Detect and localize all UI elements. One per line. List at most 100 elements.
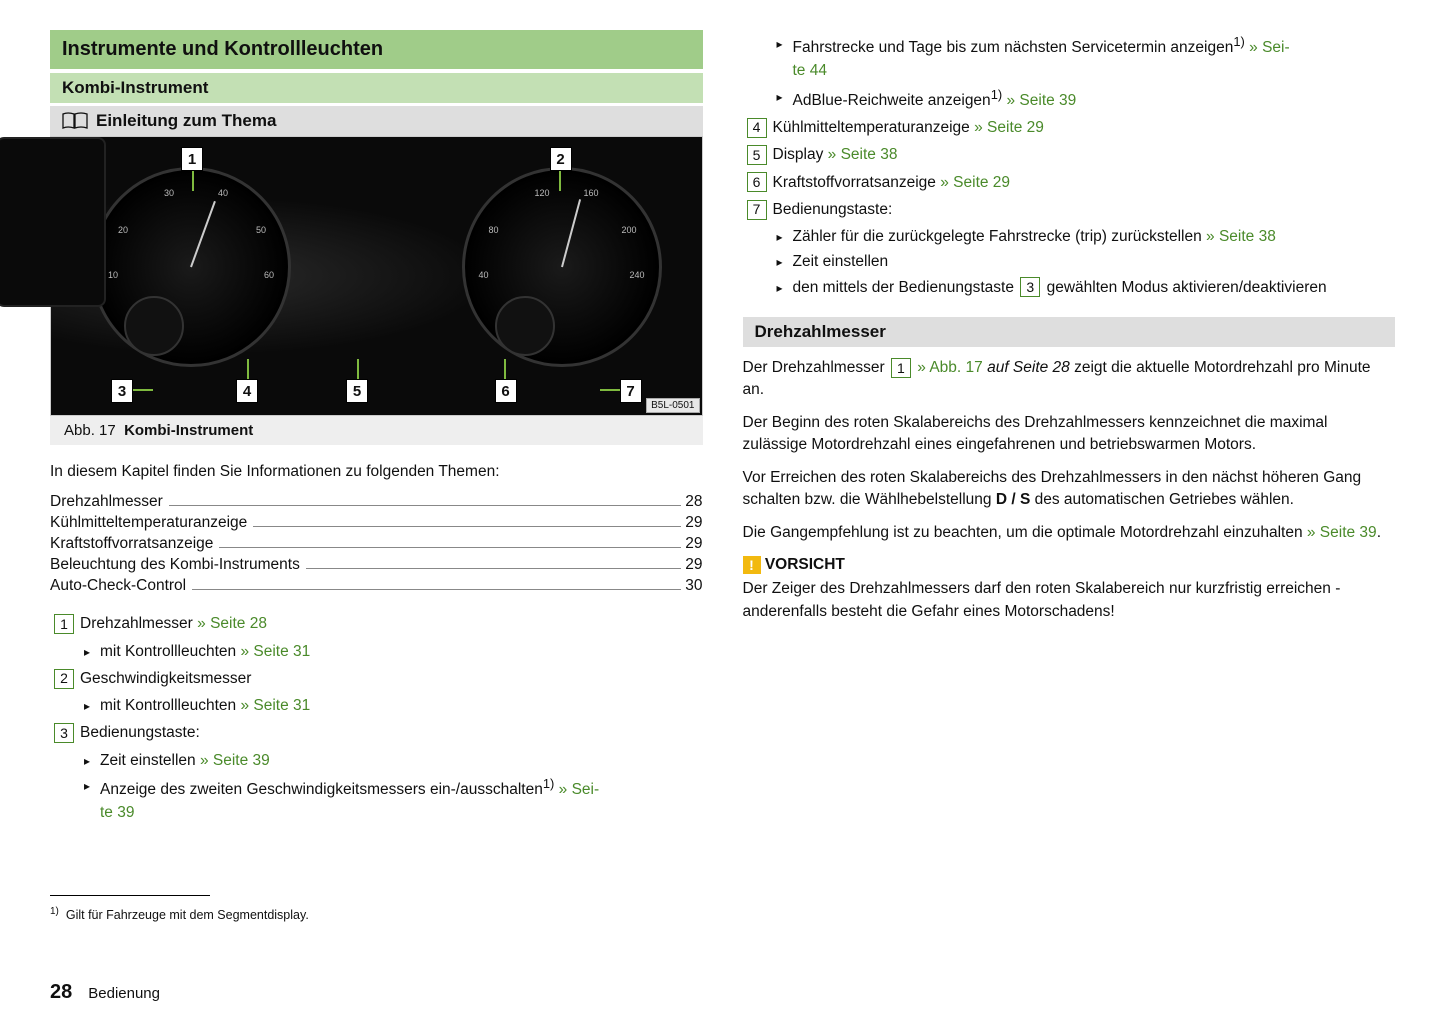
legend-text: Kühlmitteltemperaturanzeige xyxy=(773,119,970,136)
heading-3-text: Einleitung zum Thema xyxy=(96,111,276,131)
page-link[interactable]: » Seite 29 xyxy=(940,174,1010,191)
speedometer-gauge: 40 80 120 160 200 240 xyxy=(462,167,662,367)
sub-item: AdBlue-Reichweite anzeigen1) » Seite 39 xyxy=(777,85,1396,112)
legend-text: Drehzahlmesser xyxy=(80,615,193,632)
tick: 20 xyxy=(118,225,128,235)
toc-page: 29 xyxy=(685,535,702,553)
section-heading-drehzahlmesser: Drehzahlmesser xyxy=(743,317,1396,347)
tick: 40 xyxy=(479,270,489,280)
toc-page: 28 xyxy=(685,493,702,511)
caption-title: Kombi-Instrument xyxy=(124,422,253,439)
sub-item: mit Kontrollleuchten » Seite 31 xyxy=(84,640,703,663)
fig-link[interactable]: » Abb. 17 xyxy=(917,359,983,376)
number-box: 5 xyxy=(747,145,767,165)
legend-item-4: 4 Kühlmitteltemperaturanzeige » Seite 29 xyxy=(743,116,1396,139)
footnote-text: Gilt für Fahrzeuge mit dem Segmentdispla… xyxy=(66,908,309,922)
number-box-inline: 1 xyxy=(891,358,911,378)
legend-text: Display xyxy=(773,146,824,163)
page-link[interactable]: » Seite 39 xyxy=(1307,524,1377,541)
toc-dots xyxy=(169,505,681,506)
sub-text: Zeit einstellen xyxy=(100,752,196,769)
sub-item: mit Kontrollleuchten » Seite 31 xyxy=(84,694,703,717)
legend-text: Bedienungstaste: xyxy=(773,201,893,218)
needle xyxy=(190,201,216,267)
callout-4: 4 xyxy=(236,379,258,403)
toc-page: 30 xyxy=(685,577,702,595)
caution-text: Der Zeiger des Drehzahlmessers darf den … xyxy=(743,578,1396,623)
page-link[interactable]: » Seite 39 xyxy=(1006,92,1076,109)
number-box: 7 xyxy=(747,200,767,220)
para-bold: D / S xyxy=(996,491,1030,508)
footnote-ref: 1) xyxy=(991,87,1002,102)
number-box: 6 xyxy=(747,172,767,192)
legend-text: Geschwindigkeitsmesser xyxy=(80,670,251,687)
page-link[interactable]: » Seite 39 xyxy=(200,752,270,769)
page-link[interactable]: » Seite 29 xyxy=(974,119,1044,136)
number-box: 4 xyxy=(747,118,767,138)
legend-item-3: 3 Bedienungstaste: xyxy=(50,721,703,744)
sub-text: Anzeige des zweiten Geschwindigkeitsmess… xyxy=(100,781,543,798)
figure-container: 10 20 30 40 50 60 40 80 120 160 200 240 xyxy=(50,136,703,445)
tick: 120 xyxy=(535,188,550,198)
toc-label: Drehzahlmesser xyxy=(50,493,163,511)
callout-7: 7 xyxy=(620,379,642,403)
paragraph: Der Beginn des roten Skalabereichs des D… xyxy=(743,412,1396,457)
legend-item-1: 1 Drehzahlmesser » Seite 28 xyxy=(50,612,703,635)
sub-text: mit Kontrollleuchten xyxy=(100,643,236,660)
page-link[interactable]: » Seite 38 xyxy=(1206,228,1276,245)
footnote-rule xyxy=(50,895,210,896)
number-box: 3 xyxy=(54,723,74,743)
tick: 40 xyxy=(218,188,228,198)
page-link[interactable]: » Seite 28 xyxy=(197,615,267,632)
para-text: . xyxy=(1377,524,1381,541)
callout-3: 3 xyxy=(111,379,133,403)
callout-line xyxy=(133,389,153,391)
number-box: 2 xyxy=(54,669,74,689)
heading-3: Einleitung zum Thema xyxy=(50,106,703,136)
tick: 240 xyxy=(629,270,644,280)
page-link[interactable]: » Seite 31 xyxy=(240,697,310,714)
sub-item: den mittels der Bedienungstaste 3 gewähl… xyxy=(777,276,1396,299)
tick: 30 xyxy=(164,188,174,198)
legend-text: Bedienungstaste: xyxy=(80,724,200,741)
legend-item-2: 2 Geschwindigkeitsmesser xyxy=(50,667,703,690)
legend-text: Kraftstoffvorratsanzeige xyxy=(773,174,936,191)
coolant-sub-gauge xyxy=(124,296,184,356)
sub-text: Zähler für die zurückgelegte Fahrstrecke… xyxy=(793,228,1202,245)
book-icon xyxy=(62,112,88,130)
toc-page: 29 xyxy=(685,556,702,574)
sub-text-post: gewählten Modus aktivieren/deaktivieren xyxy=(1042,279,1326,296)
callout-line xyxy=(192,171,194,191)
toc-row: Beleuchtung des Kombi-Instruments29 xyxy=(50,556,703,574)
needle xyxy=(561,199,581,267)
toc-dots xyxy=(306,568,681,569)
page-number: 28 xyxy=(50,981,72,1003)
footnote-ref: 1) xyxy=(543,776,554,791)
tick: 60 xyxy=(264,270,274,280)
intro-paragraph: In diesem Kapitel finden Sie Information… xyxy=(50,461,703,483)
toc-dots xyxy=(219,547,681,548)
callout-line xyxy=(247,359,249,379)
legend-item-6: 6 Kraftstoffvorratsanzeige » Seite 29 xyxy=(743,171,1396,194)
callout-line xyxy=(357,359,359,379)
legend-item-5: 5 Display » Seite 38 xyxy=(743,143,1396,166)
footnote: 1) Gilt für Fahrzeuge mit dem Segmentdis… xyxy=(50,906,703,922)
tachometer-gauge: 10 20 30 40 50 60 xyxy=(91,167,291,367)
sub-item: Zeit einstellen » Seite 39 xyxy=(84,749,703,772)
callout-line xyxy=(559,171,561,191)
caution-label: VORSICHT xyxy=(765,556,845,573)
tick: 160 xyxy=(583,188,598,198)
paragraph: Der Drehzahlmesser 1 » Abb. 17 auf Seite… xyxy=(743,357,1396,402)
number-box: 1 xyxy=(54,614,74,634)
page-link[interactable]: » Seite 31 xyxy=(240,643,310,660)
heading-1: Instrumente und Kontrollleuchten xyxy=(50,30,703,69)
callout-2: 2 xyxy=(550,147,572,171)
fuel-sub-gauge xyxy=(495,296,555,356)
page-footer: 28Bedienung xyxy=(50,981,160,1004)
callout-5: 5 xyxy=(346,379,368,403)
footnote-marker: 1) xyxy=(50,906,59,917)
page-link[interactable]: » Seite 38 xyxy=(828,146,898,163)
sub-list: Zeit einstellen » Seite 39 Anzeige des z… xyxy=(50,749,703,825)
caution-heading: ! VORSICHT xyxy=(743,556,1396,574)
left-column: Instrumente und Kontrollleuchten Kombi-I… xyxy=(50,30,703,922)
